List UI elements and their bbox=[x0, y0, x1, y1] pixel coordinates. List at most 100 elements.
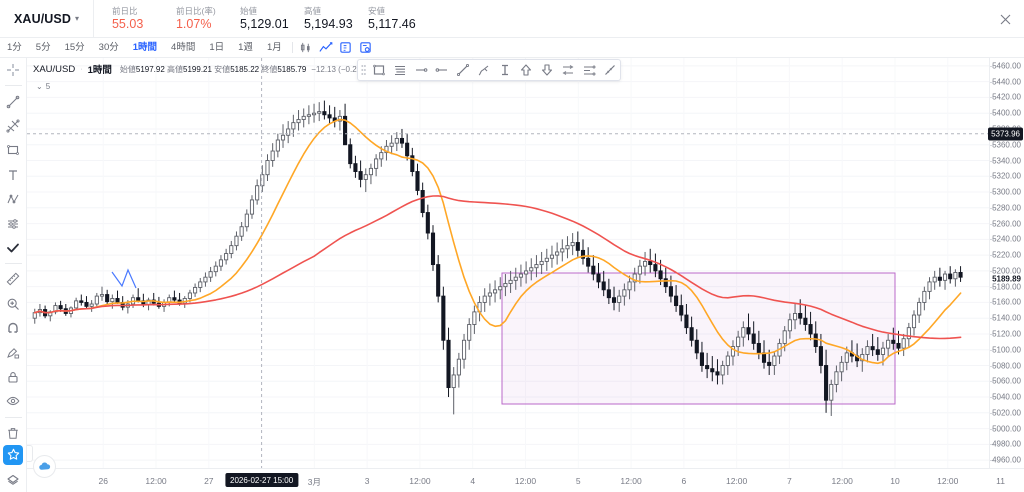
quote-value: 1.07% bbox=[175, 17, 212, 31]
price-tick-label: 5280.00 bbox=[992, 203, 1021, 213]
layers-icon[interactable] bbox=[0, 468, 27, 492]
price-tick-label: 5020.00 bbox=[992, 408, 1021, 418]
lock-icon[interactable] bbox=[0, 365, 27, 389]
time-tick-label: 11 bbox=[996, 476, 1005, 486]
price-tick-label: 5160.00 bbox=[992, 297, 1021, 307]
price-tick bbox=[990, 97, 994, 99]
brush-icon[interactable] bbox=[473, 59, 494, 81]
time-tick-label: 12:00 bbox=[145, 476, 167, 486]
timeframe-4時間[interactable]: 4時間 bbox=[171, 41, 196, 53]
trend-line-icon[interactable] bbox=[0, 89, 27, 113]
lines-group-icon[interactable] bbox=[389, 59, 410, 81]
price-tick-label: 5120.00 bbox=[992, 329, 1021, 339]
current-price-label: 5189.89 bbox=[992, 274, 1021, 284]
rectangle-shape-icon[interactable] bbox=[368, 59, 389, 81]
trend-line-icon[interactable] bbox=[452, 59, 473, 81]
price-tick-label: 5060.00 bbox=[992, 376, 1021, 386]
quote-1: 前日比(率) 1.07% bbox=[176, 5, 240, 32]
measure-diagonal-icon[interactable] bbox=[599, 59, 620, 81]
price-tick-label: 5140.00 bbox=[992, 313, 1021, 323]
pitchfork-icon[interactable] bbox=[0, 114, 27, 138]
checkmark-icon[interactable] bbox=[0, 236, 27, 260]
price-tick-label: 5440.00 bbox=[992, 77, 1021, 87]
quote-label: 安値 bbox=[367, 6, 385, 16]
price-tick-label: 5340.00 bbox=[992, 156, 1021, 165]
arrow-right-marker-icon[interactable] bbox=[431, 59, 452, 81]
floating-drawing-toolbar[interactable] bbox=[357, 59, 621, 81]
chart-legend: XAU/USD · 1時間 始値5197.92 高値5199.21 安値5185… bbox=[33, 62, 371, 94]
quote-label: 前日比(率) bbox=[175, 6, 216, 16]
snapshot-icon[interactable] bbox=[336, 38, 356, 58]
pen-lock-icon[interactable] bbox=[0, 340, 27, 364]
panel-collapse-icon[interactable] bbox=[27, 445, 33, 462]
legend-timeframe[interactable]: 1時間 bbox=[87, 65, 112, 76]
time-tick-label: 10 bbox=[890, 476, 900, 486]
time-tick-label: 4 bbox=[470, 476, 476, 486]
divider bbox=[291, 42, 293, 53]
chevron-down-icon: ⌄ bbox=[36, 82, 43, 91]
timeframe-1週[interactable]: 1週 bbox=[238, 41, 253, 53]
magnet-icon[interactable] bbox=[0, 316, 27, 340]
chevron-down-icon: ▾ bbox=[74, 13, 79, 23]
indicators-icon[interactable] bbox=[316, 38, 336, 58]
rectangle-icon[interactable] bbox=[0, 138, 27, 162]
text-icon[interactable] bbox=[0, 163, 27, 187]
price-tick-label: 5400.00 bbox=[992, 108, 1021, 118]
time-tick-label: 12:00 bbox=[409, 476, 431, 486]
trash-icon[interactable] bbox=[0, 421, 27, 445]
save-chart-icon[interactable] bbox=[356, 38, 376, 58]
flow-arrows-icon[interactable] bbox=[557, 59, 578, 81]
timeframe-1分[interactable]: 1分 bbox=[7, 41, 22, 53]
legend-symbol[interactable]: XAU/USD bbox=[33, 63, 76, 75]
arrow-up-icon[interactable] bbox=[515, 59, 536, 81]
timeframe-1日[interactable]: 1日 bbox=[209, 41, 225, 53]
price-tick bbox=[990, 144, 994, 146]
long-position-icon[interactable] bbox=[0, 211, 27, 235]
price-tick bbox=[990, 176, 994, 178]
pattern-icon[interactable] bbox=[0, 187, 27, 211]
price-tick bbox=[990, 65, 994, 67]
timeframe-5分[interactable]: 5分 bbox=[35, 41, 51, 53]
time-axis[interactable]: 26 12:00 27 3月 3 12:00 4 12:00 5 12:00 6 12:00 7 12:0… bbox=[27, 468, 1024, 492]
timeframe-30分[interactable]: 30分 bbox=[98, 41, 119, 53]
timeframe-bar: 1分 5分 15分 30分 1時間 4時間 1日 1週 1月 bbox=[0, 38, 1024, 58]
arrow-down-icon[interactable] bbox=[536, 59, 557, 81]
price-tick-label: 5100.00 bbox=[992, 345, 1021, 355]
price-axis[interactable]: 5460.005440.005420.005400.005380.005360.… bbox=[988, 58, 1024, 468]
quote-2: 始値 5,129.01 bbox=[240, 5, 304, 32]
cloud-sync-icon[interactable] bbox=[33, 455, 56, 478]
quote-3: 高値 5,194.93 bbox=[304, 5, 368, 32]
price-tick bbox=[990, 255, 994, 257]
price-tick-label: 5220.00 bbox=[992, 250, 1021, 260]
flow-bars-icon[interactable] bbox=[578, 59, 599, 81]
ruler-icon[interactable] bbox=[0, 267, 27, 291]
arrow-left-marker-icon[interactable] bbox=[410, 59, 431, 81]
symbol-selector[interactable]: XAU/USD ▾ bbox=[0, 0, 94, 38]
crosshair-time-badge: 2026-02-27 15:00 bbox=[224, 473, 299, 487]
timeframe-1月[interactable]: 1月 bbox=[266, 41, 282, 53]
time-tick-label: 6 bbox=[681, 476, 687, 486]
star-icon[interactable] bbox=[3, 445, 23, 465]
hide-icon[interactable] bbox=[0, 389, 27, 413]
time-tick-label: 12:00 bbox=[831, 476, 853, 486]
price-tick bbox=[990, 223, 994, 225]
drag-grip-icon[interactable] bbox=[358, 59, 368, 81]
close-icon[interactable] bbox=[994, 8, 1016, 30]
chart-canvas[interactable]: XAU/USD · 1時間 始値5197.92 高値5199.21 安値5185… bbox=[27, 58, 989, 468]
quote-value: 5,129.01 bbox=[239, 17, 289, 31]
price-tick-label: 5300.00 bbox=[992, 187, 1021, 197]
price-tick-label: 4960.00 bbox=[992, 455, 1021, 465]
time-tick-label: 5 bbox=[575, 476, 581, 486]
crosshair-icon[interactable] bbox=[0, 58, 27, 82]
price-tick-label: 5080.00 bbox=[992, 361, 1021, 370]
candles-icon[interactable] bbox=[296, 38, 316, 58]
quote-value: 55.03 bbox=[111, 17, 144, 31]
zoom-in-icon[interactable] bbox=[0, 292, 27, 316]
time-tick-label: 12:00 bbox=[937, 476, 959, 486]
indicator-collapse[interactable]: ⌄ 5 bbox=[33, 81, 53, 92]
timeframe-1時間[interactable]: 1時間 bbox=[132, 41, 158, 53]
timeframe-15分[interactable]: 15分 bbox=[64, 41, 85, 53]
price-tick-label: 5240.00 bbox=[992, 234, 1021, 244]
text-cursor-icon[interactable] bbox=[494, 59, 515, 81]
legend-change: −12.13 (−0.23%) bbox=[311, 64, 371, 74]
